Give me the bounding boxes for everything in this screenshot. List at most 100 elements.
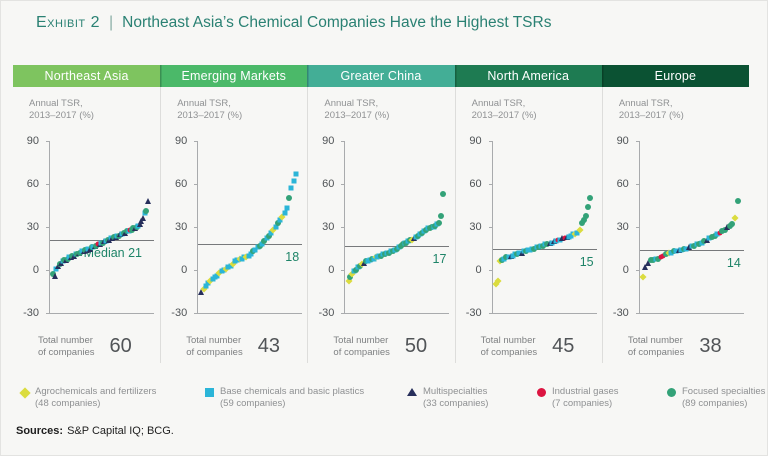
y-tick-label: 0 bbox=[328, 264, 335, 276]
data-point-F bbox=[580, 216, 587, 223]
axis-tick-mark bbox=[488, 270, 493, 271]
panel-body: Annual TSR, 2013–2017 (%) 90 60 30 0 -30 18 … bbox=[160, 87, 307, 363]
y-axis-ticks: 90 60 30 0 -30 bbox=[458, 135, 488, 319]
total-companies: Total number of companies 45 bbox=[481, 335, 575, 358]
y-axis-ticks: 90 60 30 0 -30 bbox=[15, 135, 45, 319]
y-tick-label: 0 bbox=[622, 264, 629, 276]
data-point-B bbox=[574, 230, 580, 236]
total-companies: Total number of companies 38 bbox=[628, 335, 722, 358]
y-axis-ticks: 90 60 30 0 -30 bbox=[163, 135, 193, 319]
data-point-F bbox=[650, 256, 657, 263]
axis-tick-mark bbox=[635, 270, 640, 271]
scatter-plot: 14 bbox=[635, 141, 744, 314]
axis-tick-mark bbox=[194, 227, 199, 228]
y-axis-title-line2: 2013–2017 (%) bbox=[471, 110, 537, 121]
data-point-M bbox=[645, 259, 652, 266]
exhibit-title: Exhibit 2 | Northeast Asia’s Chemical Co… bbox=[36, 14, 551, 32]
y-tick-label: 60 bbox=[26, 178, 39, 190]
total-companies-value: 38 bbox=[699, 335, 722, 357]
data-point-F bbox=[655, 255, 662, 262]
legend-item-focused-specialties: Focused specialties (89 companies) bbox=[667, 386, 765, 410]
median-line bbox=[198, 244, 303, 246]
square-marker-icon bbox=[205, 388, 214, 397]
y-tick-label: 30 bbox=[174, 221, 188, 233]
data-point-B bbox=[259, 241, 265, 247]
data-point-F bbox=[583, 212, 590, 219]
sources-line: Sources: S&P Capital IQ; BCG. bbox=[16, 425, 174, 437]
total-companies-label: Total number of companies bbox=[38, 335, 95, 358]
panels-container: Northeast Asia Annual TSR, 2013–2017 (%)… bbox=[13, 65, 750, 363]
y-tick-label: -30 bbox=[465, 307, 482, 319]
data-point-B bbox=[264, 235, 270, 241]
panel-body: Annual TSR, 2013–2017 (%) 90 60 30 0 -30 Med… bbox=[13, 87, 160, 363]
axis-tick-mark bbox=[635, 184, 640, 185]
panel-greater-china: Greater China Annual TSR, 2013–2017 (%) … bbox=[307, 65, 455, 363]
y-tick-label: 30 bbox=[616, 221, 629, 233]
data-point-B bbox=[214, 273, 220, 279]
data-point-A bbox=[639, 273, 647, 281]
axis-tick-mark bbox=[488, 227, 493, 228]
data-point-B bbox=[273, 224, 279, 230]
data-point-F bbox=[286, 195, 293, 202]
total-companies: Total number of companies 60 bbox=[38, 335, 132, 358]
circle-marker-icon bbox=[537, 388, 546, 397]
y-tick-label: 0 bbox=[181, 264, 188, 276]
legend-item-multispecialties: Multispecialties (33 companies) bbox=[407, 386, 488, 410]
region-band: Northeast Asia bbox=[13, 65, 161, 87]
total-companies-value: 50 bbox=[404, 335, 428, 357]
panel-north-america: North America Annual TSR, 2013–2017 (%) … bbox=[454, 65, 602, 363]
data-point-M bbox=[144, 198, 151, 205]
y-axis-title: Annual TSR, 2013–2017 (%) bbox=[619, 98, 684, 122]
region-band: Emerging Markets bbox=[160, 65, 308, 87]
y-axis-title: Annual TSR, 2013–2017 (%) bbox=[29, 98, 94, 122]
circle-marker-icon bbox=[667, 388, 676, 397]
median-label: 15 bbox=[579, 254, 594, 269]
y-tick-label: 90 bbox=[616, 135, 629, 147]
y-axis-ticks: 90 60 30 0 -30 bbox=[605, 135, 635, 319]
data-point-B bbox=[268, 230, 274, 236]
sources-text: S&P Capital IQ; BCG. bbox=[67, 425, 174, 437]
data-point-F bbox=[585, 203, 592, 210]
legend-item-base-chemicals: Base chemicals and basic plastics (59 co… bbox=[205, 386, 364, 410]
axis-tick-mark bbox=[635, 141, 640, 142]
y-axis-title-line1: Annual TSR, bbox=[177, 98, 231, 109]
legend-label: Base chemicals and basic plastics bbox=[220, 386, 365, 397]
axis-tick-mark bbox=[635, 313, 640, 314]
median-line bbox=[492, 248, 597, 250]
y-axis-title-line2: 2013–2017 (%) bbox=[29, 110, 94, 121]
y-tick-label: 30 bbox=[26, 221, 39, 233]
data-point-M bbox=[198, 288, 205, 295]
data-point-M bbox=[51, 272, 58, 279]
data-point-F bbox=[274, 219, 281, 226]
median-line bbox=[639, 249, 744, 251]
y-tick-label: 90 bbox=[469, 135, 482, 147]
axis-tick-mark bbox=[46, 184, 50, 185]
y-tick-label: 90 bbox=[174, 135, 188, 147]
legend-item-industrial-gases: Industrial gases (7 companies) bbox=[537, 386, 619, 410]
y-axis-title: Annual TSR, 2013–2017 (%) bbox=[324, 98, 389, 122]
y-tick-label: 30 bbox=[469, 221, 482, 233]
total-companies-value: 45 bbox=[552, 335, 575, 357]
median-label: 17 bbox=[432, 251, 447, 266]
data-point-F bbox=[440, 191, 447, 198]
y-tick-label: 30 bbox=[322, 221, 335, 233]
axis-tick-mark bbox=[488, 184, 493, 185]
data-point-F bbox=[670, 248, 677, 255]
total-companies-value: 43 bbox=[257, 335, 280, 357]
axis-tick-mark bbox=[341, 184, 346, 185]
y-tick-label: 0 bbox=[32, 264, 39, 276]
data-point-F bbox=[696, 241, 703, 248]
y-tick-label: -30 bbox=[612, 307, 629, 319]
total-companies-value: 60 bbox=[109, 335, 132, 357]
data-point-F bbox=[436, 219, 443, 226]
legend-count: (33 companies) bbox=[423, 398, 489, 409]
total-companies-label: Total number of companies bbox=[480, 335, 538, 358]
y-tick-label: 60 bbox=[322, 178, 335, 190]
data-point-F bbox=[438, 212, 445, 219]
y-axis-title-line1: Annual TSR, bbox=[29, 98, 83, 109]
legend-count: (48 companies) bbox=[35, 398, 101, 409]
data-point-B bbox=[714, 231, 720, 237]
region-band: North America bbox=[454, 65, 602, 87]
legend-label: Industrial gases bbox=[552, 386, 619, 397]
